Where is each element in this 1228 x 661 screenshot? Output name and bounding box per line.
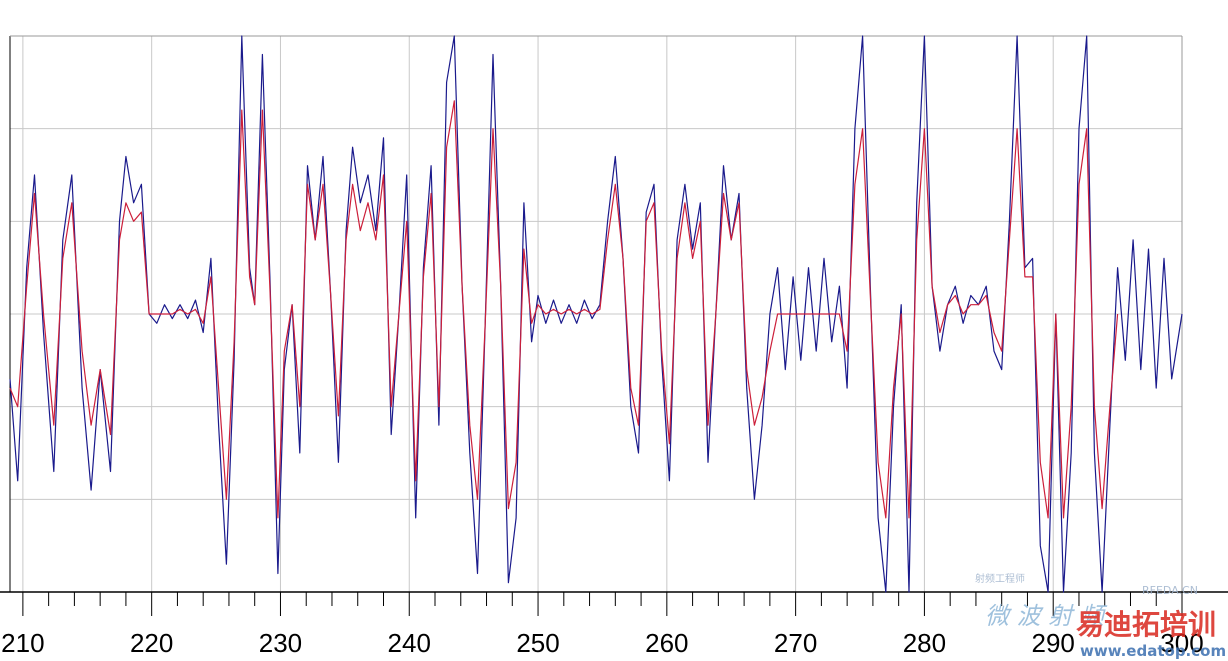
- x-tick-label-8: 290: [1032, 628, 1075, 658]
- watermark-url-text: www.edatop.com: [1080, 642, 1226, 660]
- series-layer: [9, 35, 1183, 593]
- series-line-red: [9, 100, 1119, 519]
- x-tick-label-2: 230: [259, 628, 302, 658]
- x-tick-label-7: 280: [903, 628, 946, 658]
- x-tick-label-9: 300: [1160, 628, 1203, 658]
- x-tick-label-6: 270: [774, 628, 817, 658]
- axis-layer: [0, 35, 1228, 616]
- x-tick-label-0: 210: [1, 628, 44, 658]
- watermark-site-tag: RFEDA.CN: [1142, 584, 1198, 597]
- watermark-left-text: 微 波 射 频: [985, 602, 1108, 630]
- watermark: 射频工程师 RFEDA.CN 微 波 射 频 易迪拓培训 www.edatop.…: [975, 572, 1226, 660]
- x-tick-label-4: 250: [516, 628, 559, 658]
- watermark-brand-text: 易迪拓培训: [1076, 608, 1216, 641]
- tick-label-layer: 210 220 230 240 250 260 270 280 290 300: [1, 628, 1204, 658]
- x-tick-label-1: 220: [130, 628, 173, 658]
- x-tick-label-5: 260: [645, 628, 688, 658]
- watermark-small-text: 射频工程师: [975, 572, 1025, 585]
- x-tick-label-3: 240: [388, 628, 431, 658]
